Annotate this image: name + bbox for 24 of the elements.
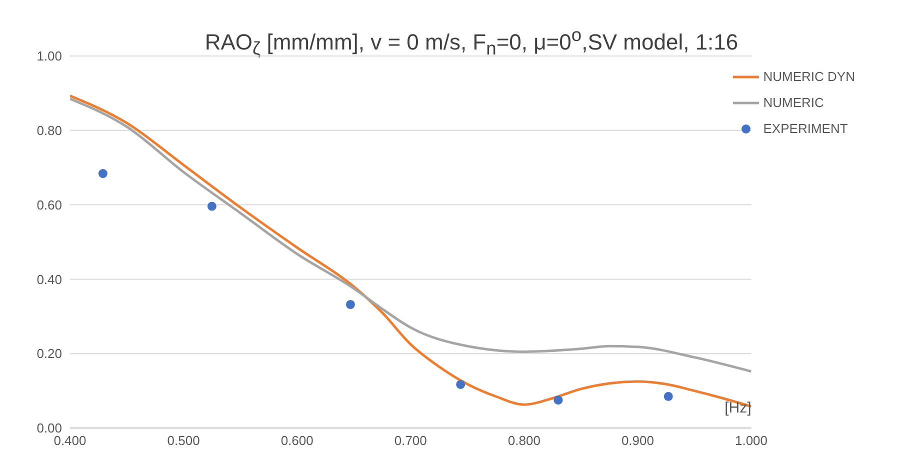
legend-label: NUMERIC DYN [763, 68, 855, 86]
y-tick-label: 0.20 [36, 346, 62, 362]
y-tick-label: 1.00 [36, 48, 62, 64]
point [98, 169, 108, 178]
x-tick-label: 1.000 [734, 433, 768, 448]
x-axis-title: [Hz] [724, 400, 752, 417]
y-tick-label: 0.00 [36, 420, 62, 436]
x-tick-label: 0.800 [508, 433, 540, 448]
x-tick-label: 0.600 [280, 433, 314, 448]
x-tick-label: 0.400 [54, 433, 86, 448]
point [456, 380, 466, 389]
legend-label: EXPERIMENT [763, 120, 848, 138]
y-tick-label: 0.60 [36, 197, 62, 212]
chart-title: RAO$_{ζ}$ [mm/mm], v = 0 m/s, F$_{n}$=0, μ=0$^{o}$,SV model, 1:16 [204, 24, 740, 60]
x-tick-label: 0.700 [394, 433, 427, 448]
point [207, 202, 216, 211]
x-tick-label: 0.500 [167, 433, 200, 448]
x-tick-label: 0.900 [621, 433, 654, 448]
point [346, 300, 355, 309]
legend-label: NUMERIC [763, 94, 824, 112]
point [554, 396, 563, 405]
point [664, 392, 673, 401]
y-tick-label: 0.40 [36, 272, 62, 287]
y-tick-label: 0.80 [36, 123, 62, 138]
